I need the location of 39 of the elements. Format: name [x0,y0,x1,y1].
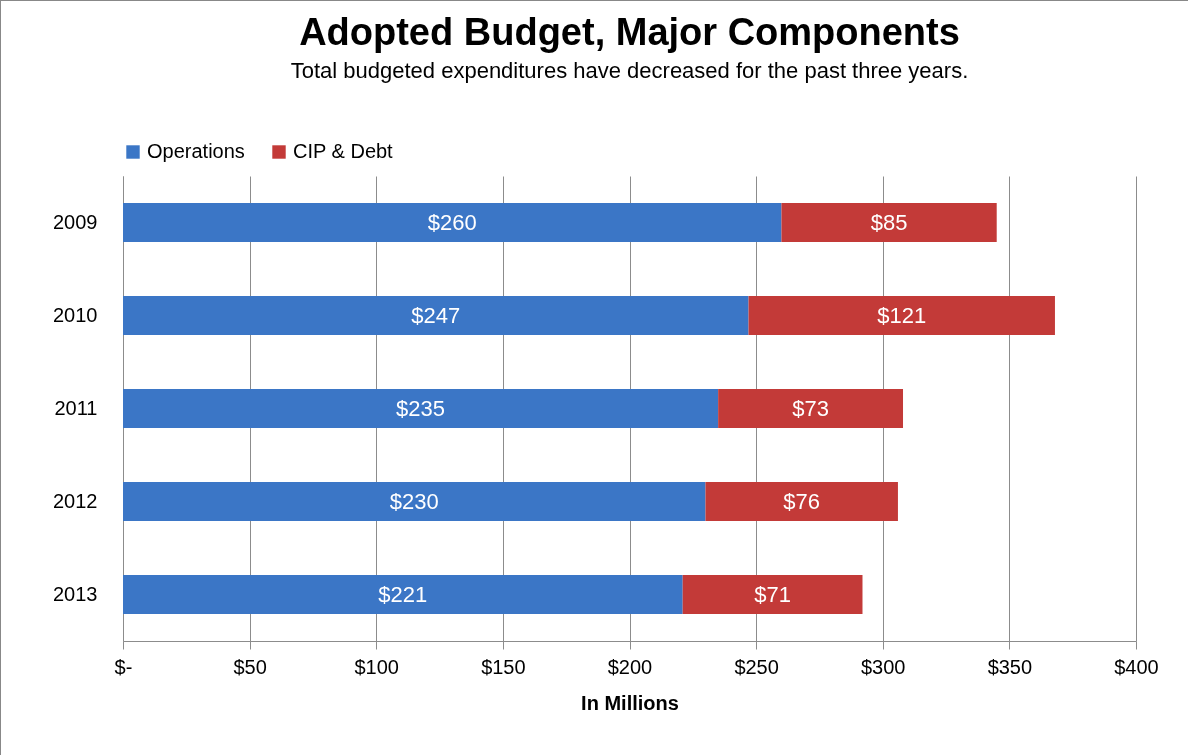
y-tick-label: 2012 [53,489,98,512]
bar [123,295,749,336]
chart-subtitle: Total budgeted expenditures have decreased for the past three years. [290,58,969,83]
data-label: $73 [792,395,829,421]
data-label: $235 [396,395,446,421]
legend-label: CIP & Debt [293,140,394,162]
data-label: $85 [870,209,908,235]
data-label: $230 [389,488,439,514]
x-tick-label: $350 [987,655,1033,678]
bar [123,202,782,243]
bar [705,481,898,522]
bar [123,481,706,522]
data-label: $76 [783,488,821,514]
x-tick-label: $100 [354,655,399,678]
data-label: $221 [378,581,428,607]
legend-label: Operations [147,140,245,162]
chart-title: Adopted Budget, Major Components [299,11,960,53]
y-tick-label: 2009 [53,210,98,233]
data-label: $121 [877,302,927,328]
y-tick-label: 2013 [53,582,98,605]
bar [718,388,904,429]
x-tick-label: $50 [233,655,267,678]
x-tick-label: $- [114,655,133,678]
x-axis-title: In Millions [581,691,679,714]
bar [748,295,1055,336]
data-label: $71 [754,581,791,607]
x-tick-label: $250 [734,655,779,678]
data-label: $247 [411,302,461,328]
data-label: $260 [427,209,477,235]
y-tick-label: 2011 [54,396,98,419]
y-tick-label: 2010 [53,303,98,326]
x-tick-label: $150 [481,655,526,678]
bar [682,574,863,615]
bar [781,202,997,243]
bar [123,388,719,429]
bar [123,574,683,615]
x-tick-label: $300 [861,655,906,678]
x-tick-label: $400 [1114,655,1159,678]
x-tick-label: $200 [607,655,653,678]
